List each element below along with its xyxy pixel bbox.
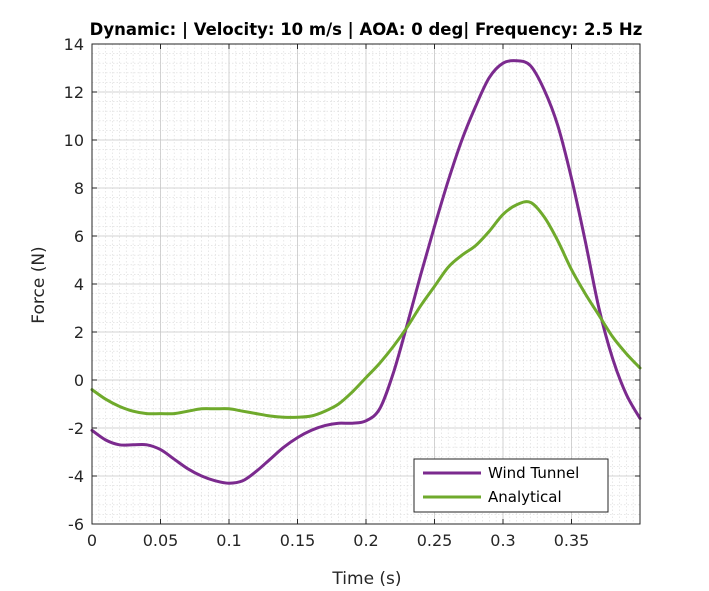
y-tick-label: 4 (74, 275, 84, 294)
y-tick-label: 0 (74, 371, 84, 390)
ticks: 0 0.05 0.1 0.15 0.2 0.25 0.3 0.35 -6 -4 -2 0 2 4 6 8 10 1… (64, 35, 640, 550)
x-tick-label: 0.3 (490, 531, 515, 550)
series-layer (90, 59, 642, 485)
x-tick-label: 0.1 (216, 531, 241, 550)
legend-label-wind-tunnel: Wind Tunnel (488, 464, 579, 482)
y-tick-label: 2 (74, 323, 84, 342)
y-tick-label: -4 (68, 467, 84, 486)
y-axis-label: Force (N) (29, 246, 49, 323)
y-tick-label: 14 (64, 35, 84, 54)
y-tick-label: -6 (68, 515, 84, 534)
legend-box (413, 458, 609, 513)
series-line-analytical (90, 200, 642, 419)
x-tick-label: 0.05 (143, 531, 179, 550)
chart-title: Dynamic: | Velocity: 10 m/s | AOA: 0 deg… (90, 20, 643, 40)
x-axis-label: Time (s) (331, 569, 401, 589)
x-tick-label: 0 (87, 531, 97, 550)
legend: Wind Tunnel Analytical (413, 458, 609, 513)
y-tick-label: 12 (64, 83, 84, 102)
series-line-wind-tunnel (90, 59, 642, 485)
legend-label-analytical: Analytical (488, 488, 562, 506)
y-tick-label: 10 (64, 131, 84, 150)
y-tick-label: 8 (74, 179, 84, 198)
y-tick-label: 6 (74, 227, 84, 246)
x-tick-label: 0.35 (554, 531, 590, 550)
x-tick-label: 0.25 (417, 531, 453, 550)
y-tick-label: -2 (68, 419, 84, 438)
x-tick-label: 0.2 (353, 531, 378, 550)
x-tick-label: 0.15 (280, 531, 316, 550)
